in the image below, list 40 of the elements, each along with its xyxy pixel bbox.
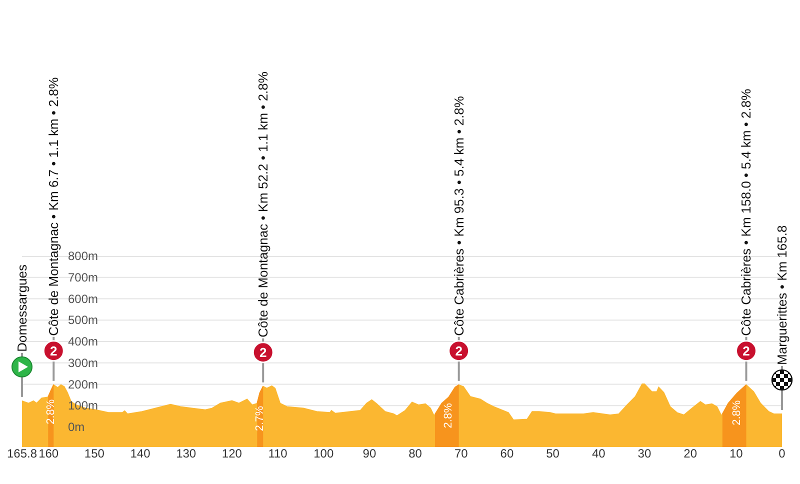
y-tick-label: 0m bbox=[68, 420, 85, 434]
x-tick-label: 90 bbox=[362, 446, 376, 461]
y-tick-label: 400m bbox=[68, 334, 98, 348]
x-tick-label: 80 bbox=[408, 446, 422, 461]
annotation: Marguerittes • Km 165.8 bbox=[774, 225, 790, 365]
annotation: 2 bbox=[742, 343, 750, 358]
annotation: Domessargues bbox=[14, 264, 30, 352]
annotation: 2.8% bbox=[44, 399, 57, 424]
annotation: 2.8% bbox=[442, 402, 455, 428]
y-tick-label: 600m bbox=[68, 292, 98, 306]
annotation: 2 bbox=[259, 344, 267, 360]
x-tick-label: 150 bbox=[84, 446, 105, 461]
annotation: 2.7% bbox=[254, 406, 266, 432]
annotation: 2 bbox=[50, 343, 58, 358]
x-tick-label: 165.8 bbox=[6, 446, 38, 461]
y-tick-label: 800m bbox=[68, 249, 98, 263]
annotation: Côte Cabrières • Km 95.3 • 5.4 km • 2.8% bbox=[451, 96, 466, 336]
x-tick-label: 160 bbox=[38, 446, 59, 461]
annotation: 2.8% bbox=[731, 400, 744, 426]
x-tick-label: 40 bbox=[592, 446, 606, 461]
x-tick-label: 130 bbox=[176, 446, 196, 461]
x-tick-label: 20 bbox=[684, 446, 698, 461]
x-tick-label: 10 bbox=[729, 446, 744, 461]
annotation: Côte Cabrières • Km 158.0 • 5.4 km • 2.8% bbox=[738, 88, 754, 336]
x-tick-label: 110 bbox=[268, 446, 288, 461]
x-tick-label: 50 bbox=[546, 446, 560, 461]
y-tick-label: 300m bbox=[68, 356, 98, 370]
x-tick-label: 100 bbox=[314, 446, 334, 461]
annotation: 2 bbox=[455, 343, 462, 358]
x-tick-label: 30 bbox=[638, 446, 652, 461]
y-tick-label: 700m bbox=[68, 270, 98, 284]
y-tick-label: 500m bbox=[68, 313, 98, 328]
x-tick-label: 120 bbox=[222, 446, 242, 461]
y-tick-label: 200m bbox=[68, 377, 98, 392]
x-tick-label: 60 bbox=[500, 446, 514, 461]
annotation: Côte de Montagnac • Km 52.2 • 1.1 km • 2.8% bbox=[256, 71, 271, 338]
annotation: Côte de Montagnac • Km 6.7 • 1.1 km • 2.8% bbox=[46, 76, 62, 336]
x-tick-label: 140 bbox=[130, 446, 151, 461]
x-tick-label: 0 bbox=[778, 446, 786, 461]
x-tick-label: 70 bbox=[454, 446, 468, 461]
